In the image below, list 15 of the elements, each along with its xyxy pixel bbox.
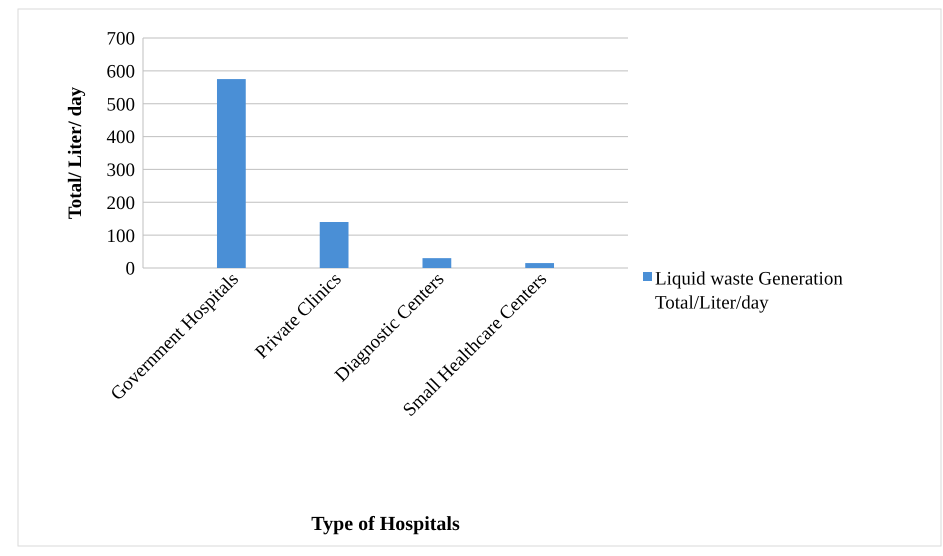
y-axis-title: Total/ Liter/ day xyxy=(65,86,86,220)
legend-label: Liquid waste Generation Total/Liter/day xyxy=(655,268,844,314)
y-tick-label: 500 xyxy=(106,94,135,116)
bar xyxy=(525,263,554,268)
bar xyxy=(216,79,246,268)
y-tick-label: 200 xyxy=(106,192,135,214)
y-tick-label: 0 xyxy=(126,258,135,280)
y-tick-label: 600 xyxy=(106,62,135,83)
y-tick-label: 100 xyxy=(106,226,135,247)
bar xyxy=(422,258,452,268)
bar xyxy=(320,222,349,268)
x-axis-title: Type of Hospitals xyxy=(311,513,460,535)
y-tick-label: 400 xyxy=(106,127,135,148)
y-tick-label: 300 xyxy=(106,160,135,182)
y-tick-label: 700 xyxy=(106,28,135,50)
